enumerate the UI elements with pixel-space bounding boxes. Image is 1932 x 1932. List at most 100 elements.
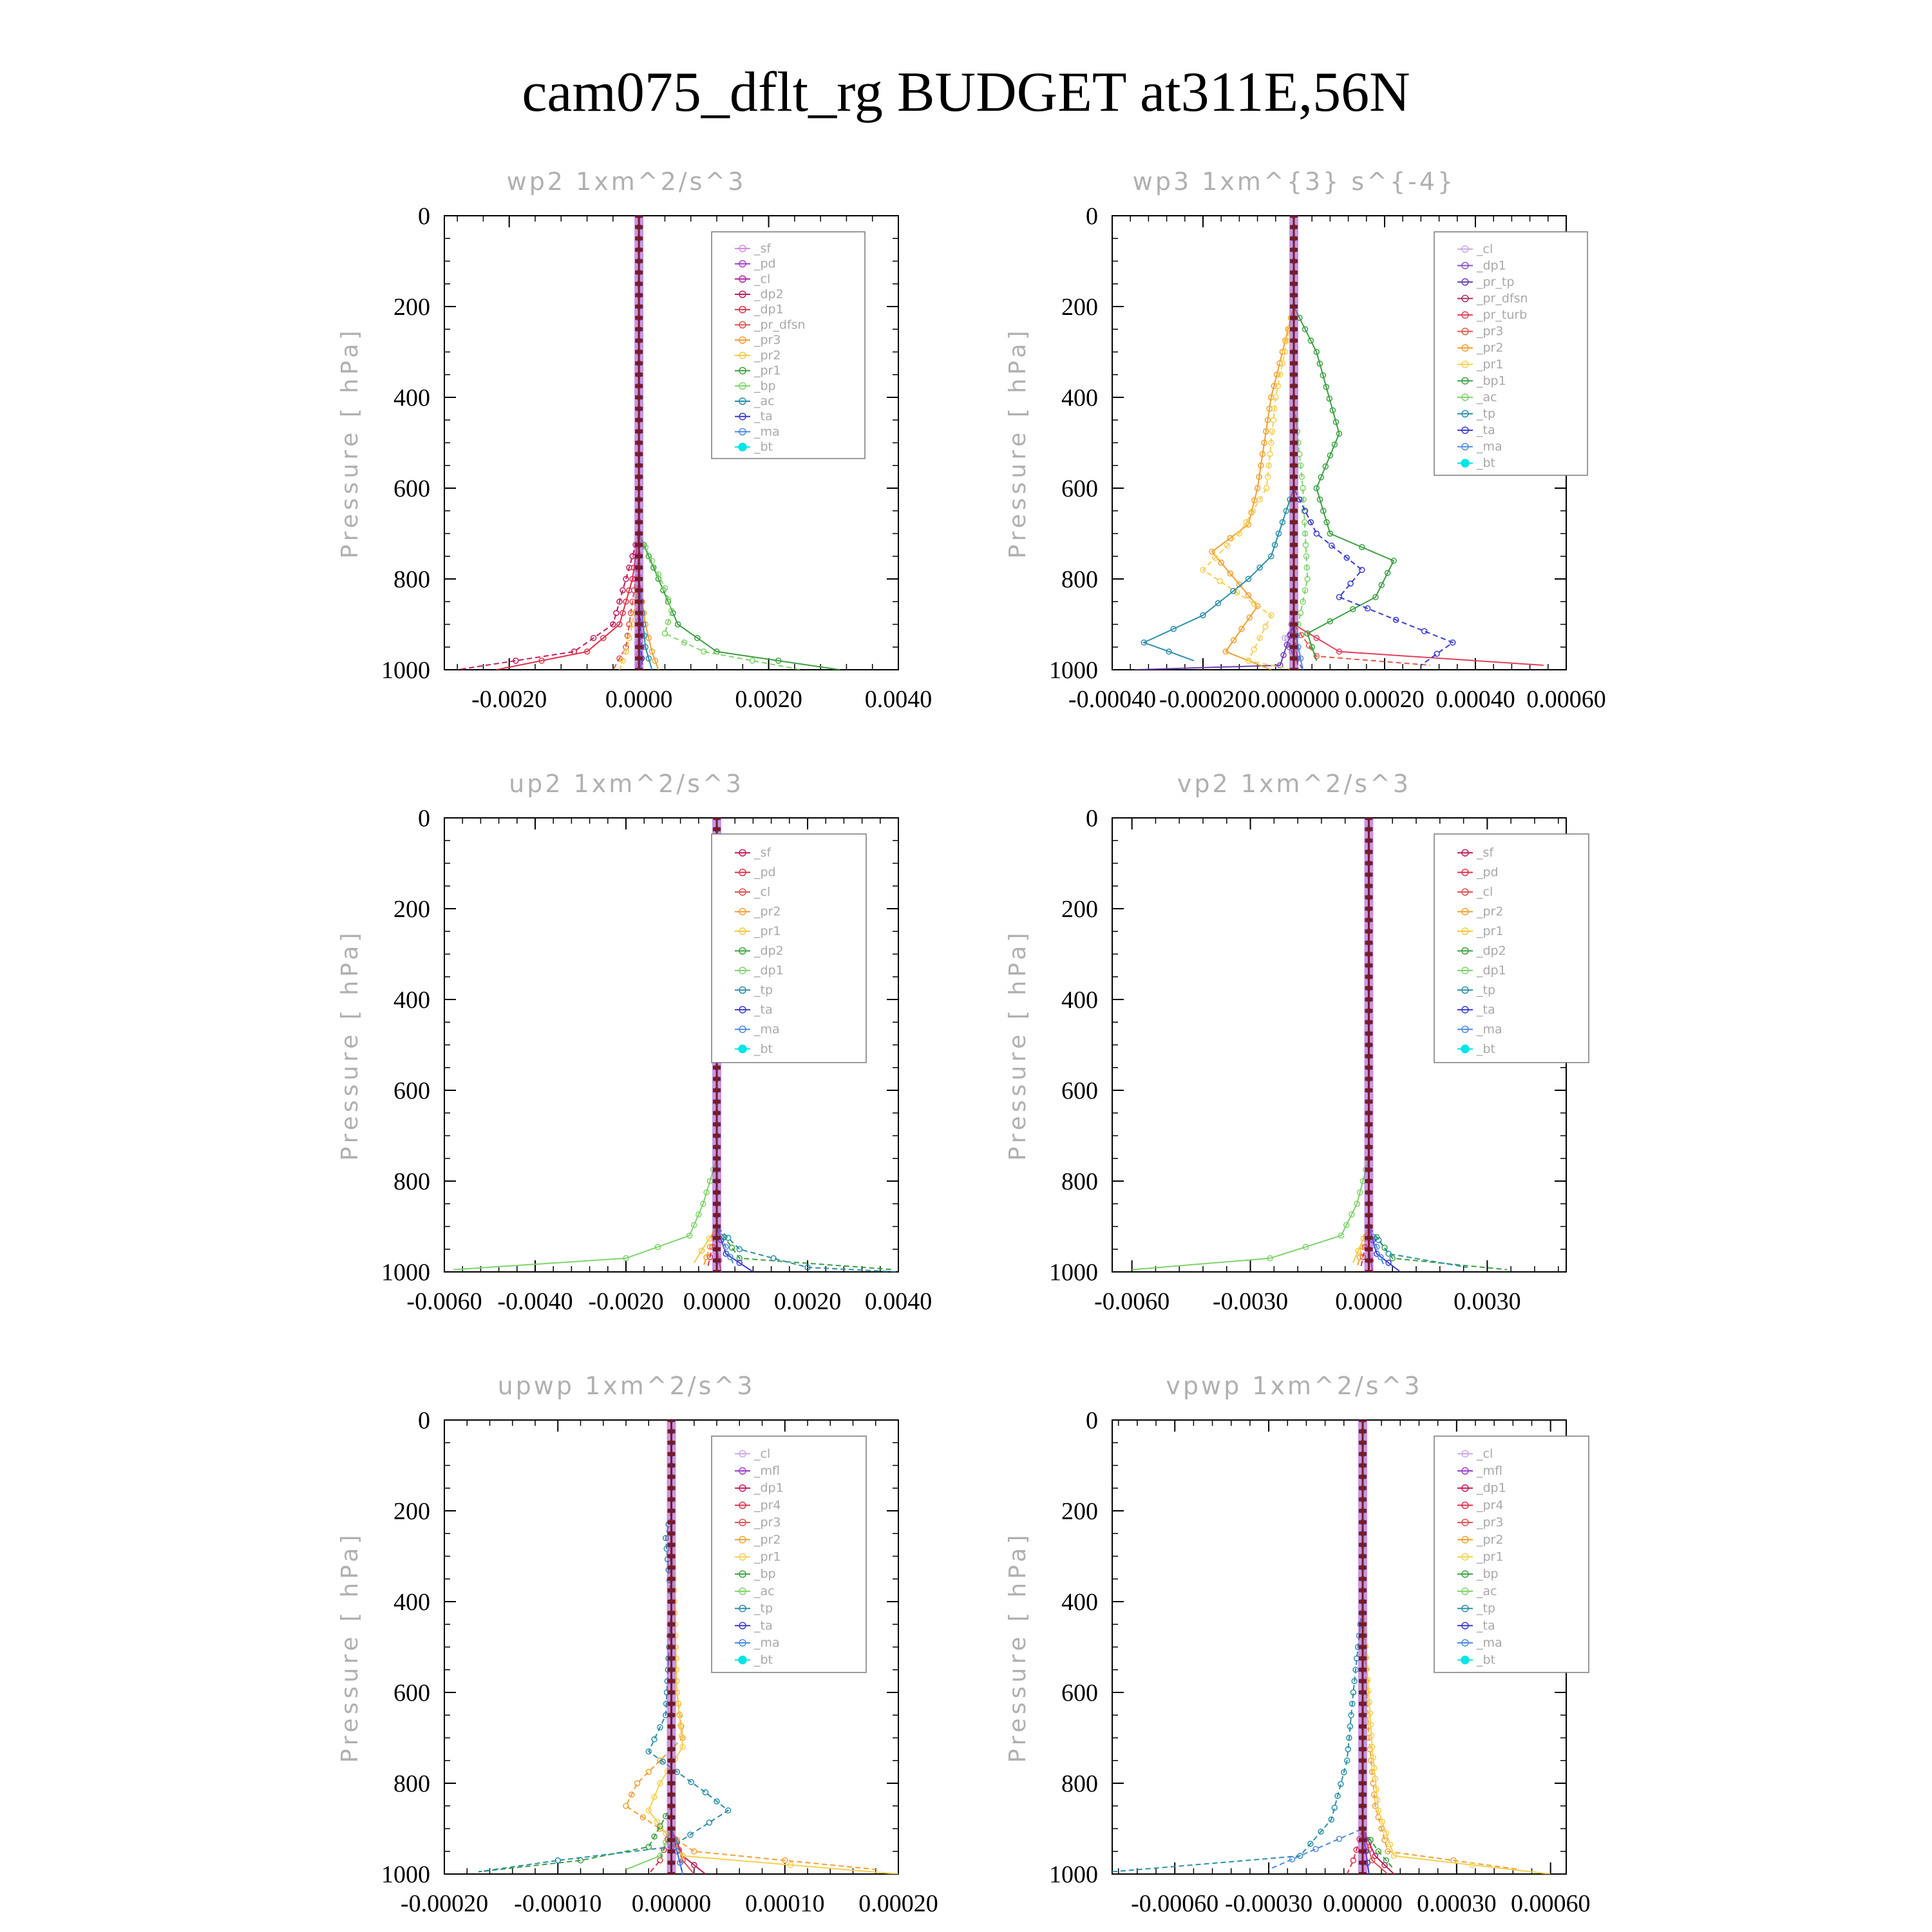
series-point (1331, 441, 1338, 448)
zero-marker (667, 1861, 676, 1865)
x-tick-label: 0.0040 (865, 1288, 933, 1315)
zero-marker (1365, 1270, 1373, 1272)
x-tick-label: -0.0060 (406, 1288, 482, 1315)
series-point (645, 1768, 652, 1776)
legend-marker (1461, 907, 1469, 916)
series-line (1202, 306, 1294, 670)
zero-marker (1358, 1611, 1367, 1615)
zero-marker (1358, 1554, 1367, 1558)
zero-marker (713, 1077, 721, 1081)
zero-marker (713, 1168, 721, 1172)
y-tick-label: 600 (393, 1077, 430, 1104)
zero-marker (667, 1577, 676, 1581)
series-point (1351, 1678, 1358, 1685)
plot-area (1132, 818, 1508, 1272)
zero-marker (713, 827, 721, 831)
y-tick-label: 200 (393, 294, 430, 321)
series-point (654, 1819, 661, 1825)
x-tick-label: 0.000000 (1248, 686, 1340, 713)
series-point (1303, 564, 1311, 571)
zero-marker (667, 1792, 676, 1797)
zero-marker (713, 1224, 721, 1229)
zero-marker (1290, 327, 1298, 332)
legend-marker (739, 352, 746, 359)
series-point (1304, 630, 1311, 637)
y-tick-label: 600 (1061, 1680, 1098, 1707)
series-point (1469, 1862, 1475, 1868)
legend-marker (739, 428, 746, 436)
zero-marker (1290, 452, 1298, 457)
zero-marker (667, 1429, 676, 1434)
legend-label: _mfl (1476, 1464, 1502, 1478)
legend-label: _cl (753, 1446, 770, 1461)
series-line (453, 818, 717, 1271)
legend-label: _pr1 (1476, 1550, 1503, 1564)
series-point (1263, 428, 1269, 435)
series-point (623, 644, 629, 650)
series-point (645, 1843, 652, 1850)
series-point (1265, 462, 1272, 469)
zero-marker (1290, 577, 1298, 581)
series-point (1373, 1244, 1380, 1250)
legend-marker (1461, 426, 1469, 434)
zero-marker (1290, 440, 1298, 445)
zero-marker (1290, 350, 1298, 354)
series-point (1302, 542, 1309, 548)
series-point (1312, 1846, 1319, 1852)
zero-marker (667, 1554, 676, 1558)
zero-marker (1290, 520, 1298, 524)
legend-marker (1461, 278, 1469, 286)
series-point (698, 1247, 705, 1254)
y-tick-label: 0 (1086, 203, 1098, 230)
zero-marker (1358, 1679, 1367, 1683)
series-point (1327, 452, 1334, 459)
zero-marker (635, 216, 643, 218)
legend-marker (739, 868, 746, 876)
zero-marker (635, 281, 643, 286)
series-point (645, 655, 652, 662)
zero-marker (667, 1622, 676, 1627)
legend-label: _pr_dfsn (753, 317, 806, 332)
y-tick-label: 600 (393, 1680, 430, 1707)
zero-marker (713, 818, 721, 820)
legend-marker (1461, 1655, 1470, 1665)
zero-marker (1358, 1861, 1367, 1865)
series-point (1355, 1247, 1361, 1254)
series-point (1300, 496, 1307, 503)
series-point (1359, 544, 1365, 551)
zero-marker (667, 1679, 676, 1683)
series-point (1302, 587, 1309, 594)
series-point (1313, 634, 1320, 641)
series-point (1222, 649, 1229, 655)
series-point (1296, 1853, 1303, 1859)
series-point (724, 1235, 732, 1241)
zero-marker (1290, 259, 1298, 263)
legend-marker (739, 1025, 746, 1034)
series-point (787, 1862, 794, 1868)
x-tick-label: 0.00060 (1526, 686, 1606, 713)
y-axis-label: Pressure [ hPa] (1005, 327, 1031, 559)
zero-marker (635, 440, 643, 445)
zero-marker (1290, 361, 1298, 366)
series-point (702, 1789, 709, 1795)
zero-marker (1365, 895, 1373, 900)
series-point (1336, 594, 1343, 600)
zero-marker (713, 1202, 721, 1206)
zero-marker (1290, 270, 1298, 275)
legend-label: _pr2 (1476, 905, 1503, 919)
series-point (1327, 530, 1334, 537)
panel-title: up2 1xm^2/s^3 (509, 770, 744, 798)
legend-marker (739, 927, 746, 935)
legend-label: _tp (1476, 983, 1495, 997)
series-point (657, 1853, 663, 1859)
series-point (538, 658, 545, 664)
y-tick-label: 800 (393, 1770, 430, 1797)
legend-label: _pr3 (1476, 325, 1503, 339)
zero-marker (1365, 884, 1373, 888)
zero-marker (667, 1566, 676, 1570)
zero-marker (1358, 1724, 1367, 1728)
panel-title: vp2 1xm^2/s^3 (1177, 770, 1411, 798)
zero-marker (1358, 1588, 1367, 1593)
legend-label: _ac (1476, 390, 1497, 404)
series-point (1267, 451, 1273, 457)
